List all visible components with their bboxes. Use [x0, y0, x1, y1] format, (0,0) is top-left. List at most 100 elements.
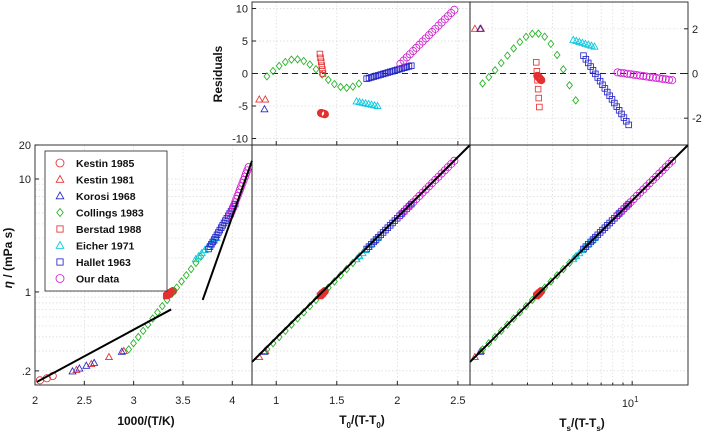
data-point-vft — [324, 283, 332, 292]
data-point-vft — [450, 156, 459, 165]
residual-point-power-law — [528, 29, 536, 39]
residual-point-vft — [396, 65, 403, 73]
legend-marker — [56, 207, 64, 218]
residual-point-power-law — [652, 73, 661, 82]
data-point-power-law — [599, 226, 606, 234]
residual-point-vft — [317, 58, 325, 66]
data-point-power-law — [596, 229, 604, 236]
residual-point-power-law — [553, 50, 561, 60]
residual-point-power-law — [504, 51, 511, 60]
y-tick-label: 5 — [242, 36, 248, 48]
data-point-arrhenius — [125, 345, 133, 354]
residual-point-power-law — [537, 76, 546, 85]
axes-frame-b — [251, 144, 471, 386]
residual-point-power-law — [636, 71, 645, 80]
data-point-arrhenius — [119, 346, 128, 354]
residual-point-power-law — [642, 72, 651, 81]
x-tick-label: 2.5 — [450, 395, 465, 407]
residual-point-vft — [408, 62, 415, 69]
residual-point-power-law — [639, 72, 648, 81]
x-tick-label: 1 — [273, 395, 279, 407]
y-label-viscosity: η / (mPa s) — [1, 228, 15, 289]
residual-point-power-law — [585, 59, 592, 67]
legend-label: Collings 1983 — [76, 208, 144, 220]
data-point-power-law — [594, 231, 601, 239]
residual-point-vft — [375, 72, 382, 79]
residual-point-vft — [318, 62, 326, 69]
residual-point-vft — [389, 67, 396, 75]
legend-marker — [55, 158, 65, 168]
y-tick-label: -5 — [238, 101, 248, 113]
data-point-vft — [398, 210, 406, 217]
residual-point-vft — [405, 63, 413, 70]
data-point-power-law — [534, 291, 541, 299]
legend-label: Eicher 1971 — [76, 241, 135, 253]
residual-point-vft — [343, 83, 351, 93]
data-point-arrhenius — [68, 366, 77, 375]
data-point-arrhenius — [178, 277, 185, 286]
data-point-power-law — [668, 156, 677, 165]
data-point-arrhenius — [117, 347, 126, 355]
fit-line-power-law — [469, 144, 689, 363]
residual-point-power-law — [533, 68, 541, 75]
data-point-power-law — [585, 241, 592, 248]
residual-point-vft — [393, 66, 401, 74]
data-point-vft — [370, 238, 377, 246]
residual-point-power-law — [601, 85, 609, 92]
residual-point-power-law — [569, 35, 578, 43]
residual-point-power-law — [604, 88, 611, 96]
fit-line-high-t — [36, 308, 172, 383]
residual-point-power-law — [541, 32, 549, 42]
residual-point-power-law — [522, 32, 530, 42]
data-point-vft — [368, 241, 375, 248]
data-point-power-law — [608, 217, 616, 224]
residual-point-vft — [306, 60, 314, 69]
residual-point-power-law — [618, 110, 625, 118]
legend-marker — [55, 274, 65, 283]
residual-point-power-law — [632, 71, 641, 80]
data-point-power-law — [587, 238, 594, 246]
residual-point-vft — [320, 110, 329, 119]
legend-label: Hallet 1963 — [76, 257, 131, 269]
residual-point-power-law — [476, 24, 485, 32]
residual-point-power-law — [626, 70, 635, 79]
data-point-arrhenius — [173, 283, 181, 292]
y-label-residuals: Residuals — [211, 45, 225, 102]
residual-point-vft — [317, 54, 324, 62]
data-point-arrhenius — [164, 291, 171, 299]
data-point-arrhenius — [90, 358, 99, 366]
residual-point-power-law — [592, 70, 599, 78]
data-point-power-law — [592, 233, 599, 241]
x-tick-label: 3 — [131, 395, 137, 407]
legend-label: Korosi 1968 — [76, 191, 136, 203]
residual-point-power-law — [615, 107, 623, 114]
data-point-power-law — [536, 289, 543, 297]
residual-point-power-law — [497, 58, 505, 68]
residual-point-vft — [370, 73, 377, 80]
x-tick-label: 1.5 — [329, 395, 344, 407]
legend-label: Berstad 1988 — [76, 224, 142, 236]
data-point-vft — [372, 236, 380, 243]
residual-point-vft — [275, 61, 283, 71]
residual-point-vft — [319, 70, 327, 77]
residual-point-vft — [294, 55, 302, 64]
residual-point-vft — [377, 71, 384, 78]
axes-frame-c — [469, 144, 689, 386]
data-point-vft — [365, 243, 373, 250]
data-point-power-law — [580, 245, 587, 253]
legend-marker — [55, 240, 65, 249]
data-point-arrhenius — [104, 352, 114, 361]
data-point-vft — [375, 233, 382, 241]
residual-point-power-law — [572, 96, 580, 105]
legend-label: Our data — [76, 274, 119, 286]
residual-point-vft — [330, 79, 338, 89]
residual-point-vft — [384, 69, 392, 76]
data-point-vft — [379, 229, 387, 236]
residual-point-vft — [403, 63, 410, 71]
residual-point-vft — [372, 72, 380, 80]
residual-point-vft — [281, 57, 289, 67]
data-point-vft — [382, 226, 389, 234]
legend: Kestin 1985 Kestin 1981 Korosi 1968 Colling… — [44, 150, 168, 292]
residual-point-power-law — [658, 74, 667, 83]
data-point-arrhenius — [165, 290, 172, 298]
